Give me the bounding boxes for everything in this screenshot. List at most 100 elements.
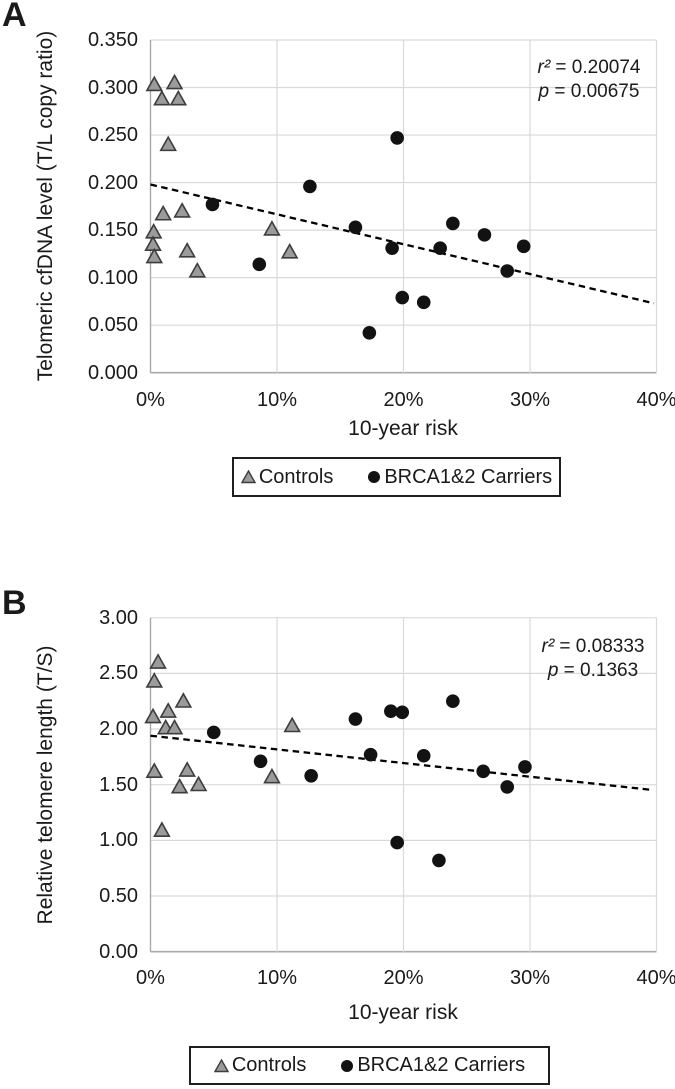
panel-label-a: A — [2, 0, 27, 34]
carrier-point-marker — [395, 705, 410, 720]
x-tick-label: 0% — [136, 389, 165, 411]
carrier-point-marker — [385, 241, 399, 255]
legend-a: Controls BRCA1&2 Carriers — [232, 457, 561, 497]
control-point-marker — [144, 222, 163, 239]
control-point-marker — [178, 761, 196, 777]
x-tick-label: 40% — [636, 389, 675, 411]
p-value: p = 0.00675 — [538, 81, 640, 102]
carrier-point-marker — [416, 748, 431, 763]
control-point-marker — [165, 718, 184, 735]
control-point-marker — [165, 73, 184, 90]
control-point-marker — [170, 777, 189, 794]
carrier-point-marker — [432, 853, 446, 868]
legend-item-carriers: BRCA1&2 Carriers — [340, 1054, 525, 1077]
trend-line — [150, 183, 655, 305]
carrier-point-marker — [390, 131, 404, 145]
carrier-point-marker — [500, 264, 515, 278]
x-tick-label: 10% — [256, 389, 298, 411]
control-point-marker — [263, 220, 281, 236]
carrier-point-marker — [500, 780, 515, 794]
control-point-marker — [154, 204, 172, 221]
control-point-marker — [174, 692, 193, 708]
carrier-point-marker — [303, 179, 317, 194]
y-tick-label: 0.050 — [87, 314, 138, 337]
triangle-marker-icon — [240, 470, 256, 484]
control-point-marker — [145, 75, 164, 92]
control-point-marker — [159, 135, 177, 152]
x-tick-label: 20% — [383, 389, 424, 411]
legend-label: Controls — [231, 1054, 307, 1076]
control-point-marker — [145, 762, 164, 778]
control-point-marker — [149, 653, 167, 669]
carrier-point-marker — [518, 760, 532, 774]
y-tick-label: 0.250 — [87, 124, 138, 147]
control-point-marker — [145, 247, 164, 264]
carrier-point-marker — [205, 197, 220, 212]
carrier-point-marker — [348, 712, 363, 726]
y-tick-label: 0.200 — [87, 171, 138, 194]
y-tick-label: 0.50 — [99, 885, 138, 908]
carrier-point-marker — [476, 764, 490, 779]
control-point-marker — [144, 235, 162, 251]
x-tick-label: 30% — [509, 967, 551, 989]
control-point-marker — [188, 261, 207, 278]
carrier-point-marker — [348, 220, 363, 235]
carrier-point-marker — [416, 295, 431, 310]
legend-item-carriers: BRCA1&2 Carriers — [367, 466, 552, 489]
circle-marker-icon — [341, 1059, 354, 1072]
control-point-marker — [169, 89, 188, 106]
control-point-marker — [153, 821, 171, 837]
carrier-point-marker — [446, 694, 460, 708]
control-point-marker — [283, 716, 301, 733]
legend-label: Controls — [258, 465, 334, 488]
carrier-point-marker — [433, 241, 447, 255]
r-squared-value: r² = 0.08333 — [541, 636, 645, 657]
y-tick-label: 0.100 — [87, 266, 138, 289]
y-axis-title-a: Telomeric cfDNA level (T/L copy ratio) — [34, 30, 57, 382]
r-squared-value: r² = 0.20074 — [537, 57, 641, 78]
carrier-point-marker — [390, 835, 404, 850]
y-tick-label: 1.00 — [99, 829, 138, 852]
y-tick-label: 0.00 — [99, 940, 138, 963]
carrier-point-marker — [362, 325, 377, 340]
legend-label: BRCA1&2 Carriers — [384, 465, 553, 488]
legend-b: Controls BRCA1&2 Carriers — [189, 1046, 550, 1085]
y-tick-label: 1.50 — [99, 773, 138, 796]
y-axis-title-b: Relative telomere length (T/S) — [34, 645, 57, 925]
legend-label: BRCA1&2 Carriers — [357, 1054, 526, 1076]
y-tick-label: 2.00 — [99, 718, 138, 741]
x-tick-label: 0% — [136, 967, 165, 989]
carrier-point-marker — [516, 239, 531, 254]
x-axis-title-b: 10-year risk — [348, 1001, 458, 1024]
legend-item-controls: Controls — [240, 465, 334, 489]
control-point-marker — [159, 702, 177, 718]
carrier-point-marker — [477, 228, 492, 242]
x-axis-title-a: 10-year risk — [348, 417, 458, 440]
carrier-point-marker — [363, 747, 378, 762]
carrier-point-marker — [384, 704, 398, 719]
control-point-marker — [263, 767, 281, 784]
carrier-point-marker — [252, 257, 267, 272]
legend-item-controls: Controls — [213, 1054, 307, 1077]
carrier-point-marker — [304, 768, 318, 783]
triangle-marker-icon — [213, 1058, 229, 1072]
carrier-point-marker — [253, 754, 268, 769]
y-tick-label: 0.300 — [87, 76, 138, 99]
y-tick-label: 0.350 — [87, 29, 138, 51]
carrier-point-marker — [206, 725, 221, 740]
control-point-marker — [144, 707, 162, 724]
x-tick-label: 40% — [636, 967, 675, 989]
p-value: p = 0.1363 — [547, 660, 639, 681]
carrier-point-marker — [395, 290, 410, 305]
control-point-marker — [153, 89, 171, 106]
carrier-point-marker — [446, 216, 460, 231]
y-tick-label: 2.50 — [99, 662, 138, 685]
x-tick-label: 20% — [383, 967, 424, 989]
stats-annotation-b: r² = 0.08333 p = 0.1363 — [478, 635, 675, 683]
circle-marker-icon — [368, 471, 381, 483]
y-tick-label: 0.000 — [87, 361, 138, 384]
trend-line — [150, 734, 651, 791]
control-point-marker — [173, 202, 191, 218]
control-point-marker — [145, 672, 164, 688]
